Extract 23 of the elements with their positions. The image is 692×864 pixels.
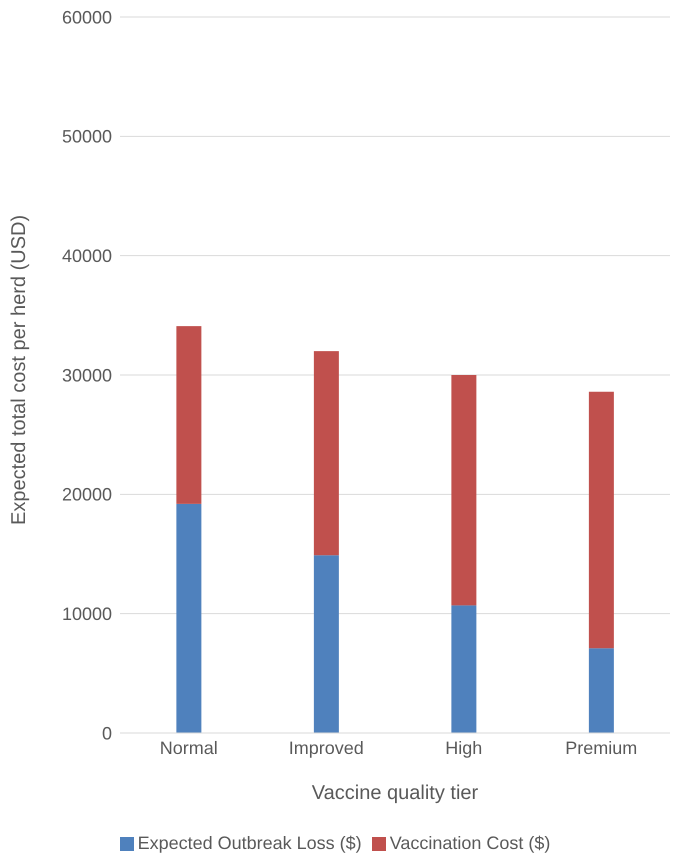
y-tick-label: 10000 (62, 604, 112, 624)
y-tick-label: 30000 (62, 365, 112, 386)
y-axis-title: Expected total cost per herd (USD) (8, 214, 30, 525)
y-tick-label: 0 (102, 723, 112, 744)
bar (314, 351, 339, 556)
y-tick-label: 40000 (62, 246, 112, 266)
legend-label: Vaccination Cost ($) (390, 833, 550, 853)
x-tick-label: Premium (565, 738, 638, 758)
bar (314, 555, 339, 733)
legend-label: Expected Outbreak Loss ($) (138, 833, 362, 853)
bar (451, 375, 476, 606)
bar (176, 504, 202, 733)
bar (451, 605, 476, 733)
x-tick-label: Improved (288, 738, 364, 758)
bar (588, 392, 614, 648)
y-tick-label: 20000 (62, 484, 112, 505)
x-tick-label: High (445, 738, 482, 758)
bar (588, 648, 614, 733)
x-tick-label: Normal (160, 738, 218, 758)
bar (176, 326, 202, 504)
y-tick-label: 60000 (62, 7, 112, 28)
x-axis-title: Vaccine quality tier (312, 782, 479, 804)
y-tick-label: 50000 (62, 126, 112, 147)
